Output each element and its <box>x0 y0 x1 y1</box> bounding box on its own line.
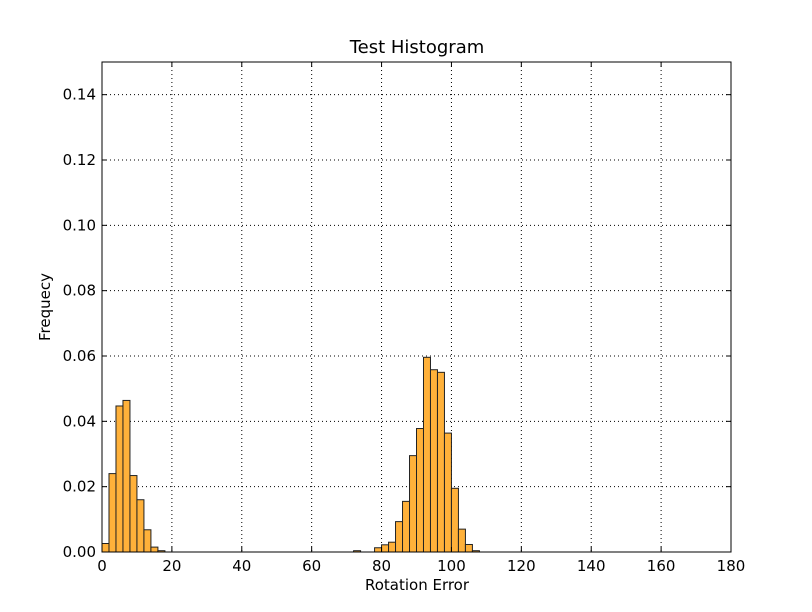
x-tick-label: 120 <box>507 557 536 575</box>
grid <box>102 62 731 552</box>
ticks: 0 20 40 60 80 100 120 140 160 180 0.00 0.02 0.04 0.06… <box>63 62 746 575</box>
bars <box>101 356 480 553</box>
histogram-bar <box>443 432 452 553</box>
histogram-bar <box>101 543 110 553</box>
y-tick-label: 0.06 <box>63 347 96 365</box>
x-axis-label: Rotation Error <box>365 576 470 594</box>
chart-title: Test Histogram <box>349 37 485 58</box>
histogram-bar <box>136 499 145 553</box>
histogram-bar <box>143 529 152 553</box>
histogram-bar <box>464 543 473 553</box>
x-tick-label: 80 <box>372 557 391 575</box>
histogram-bar <box>409 455 417 553</box>
y-axis-label: Frequecy <box>36 273 54 341</box>
histogram-bar <box>150 546 159 553</box>
histogram-bar <box>374 547 383 553</box>
x-tick-label: 20 <box>162 557 181 575</box>
y-tick-label: 0.08 <box>63 282 96 300</box>
histogram-bar <box>129 475 138 553</box>
histogram-bar <box>122 399 131 553</box>
plot-frame <box>101 61 732 553</box>
histogram-bar <box>450 487 459 553</box>
histogram-bar <box>395 521 404 553</box>
histogram-bar <box>457 528 466 553</box>
y-tick-label: 0.14 <box>63 86 96 104</box>
histogram-bar <box>436 371 445 553</box>
y-tick-label: 0.12 <box>63 151 96 169</box>
x-tick-label: 140 <box>577 557 606 575</box>
x-tick-label: 40 <box>232 557 251 575</box>
x-tick-label: 180 <box>717 557 746 575</box>
histogram-bar <box>422 356 431 553</box>
y-tick-label: 0.00 <box>63 543 96 561</box>
histogram-bar <box>115 405 124 553</box>
histogram-bar <box>402 500 411 553</box>
x-tick-label: 160 <box>647 557 676 575</box>
x-tick-label: 0 <box>97 557 107 575</box>
y-tick-label: 0.04 <box>63 412 96 430</box>
histogram-bar <box>429 369 438 553</box>
x-tick-label: 60 <box>302 557 321 575</box>
histogram-bar <box>108 473 117 553</box>
x-tick-label: 100 <box>437 557 466 575</box>
y-tick-label: 0.10 <box>63 216 96 234</box>
histogram-bar <box>388 541 397 553</box>
histogram-bar <box>381 544 390 553</box>
histogram-bar <box>416 428 424 553</box>
y-tick-label: 0.02 <box>63 478 96 496</box>
